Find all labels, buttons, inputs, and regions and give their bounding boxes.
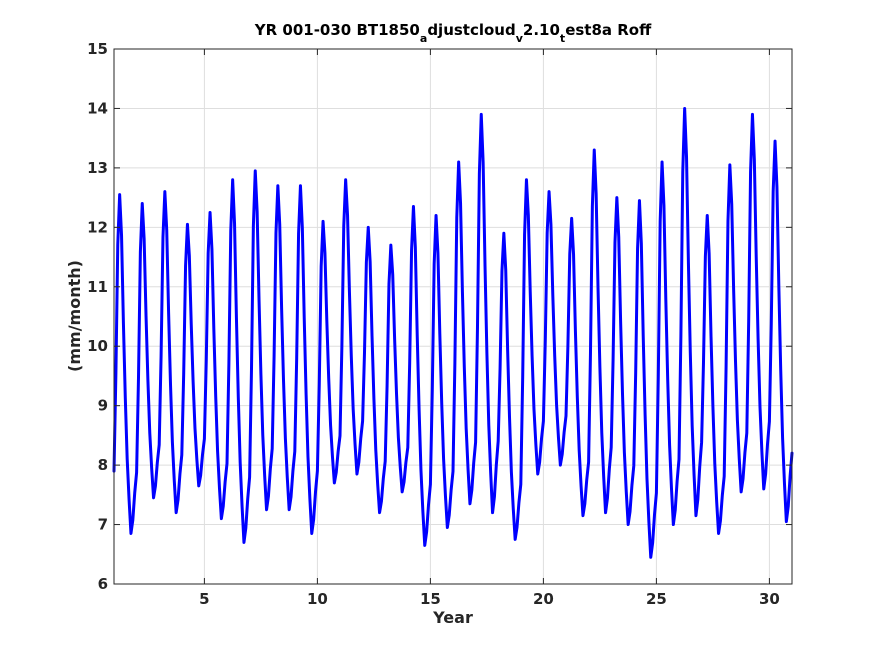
plot-frame (113, 48, 793, 585)
chart-title: YR 001-030 BT1850adjustcloudv2.10test8a … (254, 21, 652, 45)
x-tick-label-25: 25 (646, 590, 667, 608)
y-tick-label-15: 15 (87, 40, 108, 58)
runoff-series-line-0 (112, 106, 794, 559)
title-part-3: v (516, 32, 524, 45)
axis-ticks (114, 48, 792, 585)
plot-area (114, 49, 792, 584)
title-part-6: est8a Roff (565, 21, 652, 39)
title-part-1: a (420, 32, 427, 45)
title-part-4: 2.10 (523, 21, 560, 39)
tick-labels: 5 10 15 20 25 30 6 7 8 9 10 11 12 13 14 15 (87, 40, 780, 608)
y-tick-label-8: 8 (98, 456, 108, 474)
y-tick-label-13: 13 (87, 159, 108, 177)
y-tick-label-10: 10 (87, 337, 108, 355)
title-part-5: t (560, 32, 565, 45)
x-tick-label-5: 5 (199, 590, 209, 608)
y-tick-label-9: 9 (98, 397, 108, 415)
y-tick-label-12: 12 (87, 218, 108, 236)
x-tick-label-15: 15 (420, 590, 441, 608)
x-tick-label-10: 10 (307, 590, 328, 608)
y-tick-label-11: 11 (87, 278, 108, 296)
x-axis-label: Year (432, 608, 473, 627)
title-part-0: YR 001-030 BT1850 (254, 21, 420, 39)
title-part-2: djustcloud (427, 21, 515, 39)
y-tick-label-7: 7 (98, 516, 108, 534)
y-axis-label: (mm/month) (65, 260, 84, 372)
y-tick-label-14: 14 (87, 99, 108, 117)
series-layer (112, 106, 794, 559)
x-tick-label-20: 20 (533, 590, 554, 608)
y-tick-label-6: 6 (98, 575, 108, 593)
x-tick-label-30: 30 (759, 590, 780, 608)
